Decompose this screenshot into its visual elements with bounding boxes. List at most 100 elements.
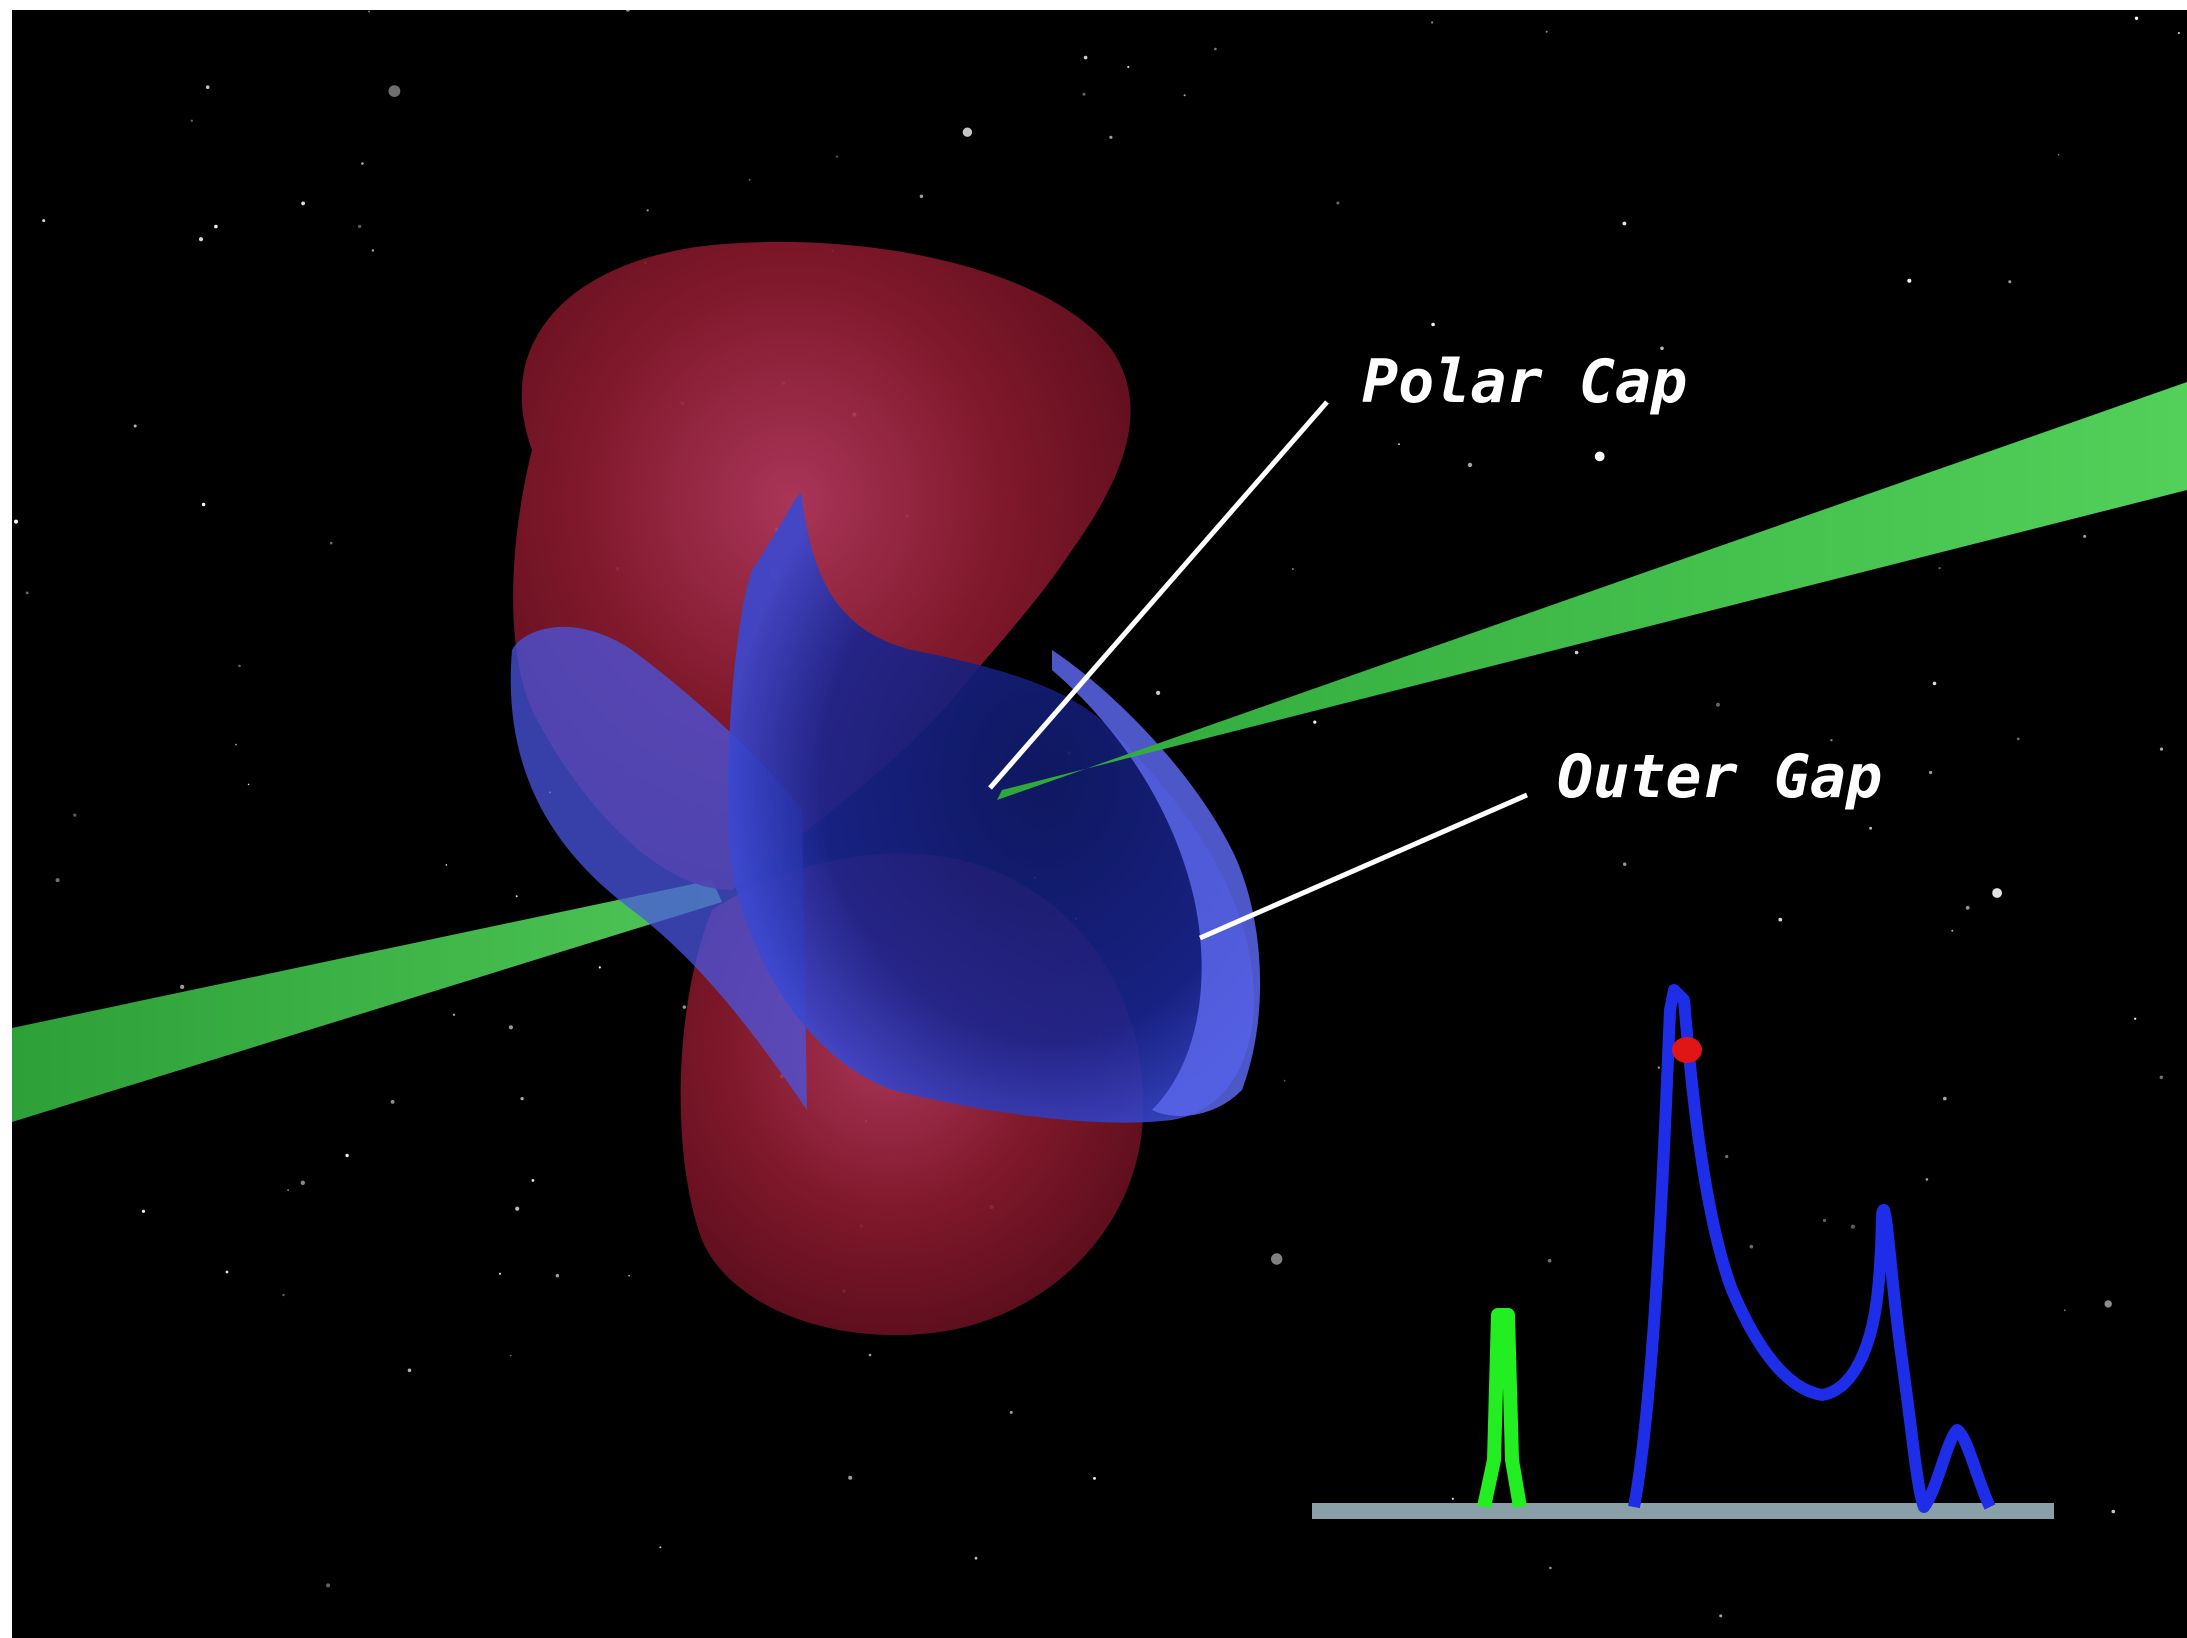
star bbox=[198, 237, 204, 242]
pulse-profile-inset bbox=[1312, 984, 2054, 1519]
star bbox=[2008, 280, 2012, 284]
star bbox=[835, 155, 839, 158]
outer-gap-surface-front bbox=[728, 493, 1254, 1123]
star bbox=[1725, 1155, 1729, 1159]
star bbox=[282, 1293, 285, 1297]
star bbox=[848, 1475, 853, 1480]
star bbox=[1214, 47, 1217, 51]
star bbox=[1822, 1218, 1827, 1222]
star bbox=[1183, 94, 1186, 97]
star bbox=[205, 85, 210, 89]
star bbox=[55, 878, 60, 883]
emission-beam-right bbox=[997, 382, 2187, 800]
star bbox=[329, 541, 333, 545]
star bbox=[646, 209, 649, 212]
star bbox=[1109, 135, 1113, 139]
star bbox=[1398, 443, 1400, 445]
star bbox=[509, 1354, 512, 1357]
star bbox=[357, 224, 362, 229]
star bbox=[626, 10, 630, 12]
star bbox=[1545, 30, 1548, 33]
star bbox=[1574, 650, 1579, 655]
star bbox=[1943, 1096, 1947, 1101]
star bbox=[598, 966, 601, 969]
star bbox=[1907, 278, 1912, 283]
star bbox=[371, 249, 375, 252]
star bbox=[235, 743, 237, 746]
outer-gap-rim bbox=[1052, 650, 1261, 1116]
polar-cap-label: Polar Cap bbox=[1362, 347, 1687, 417]
star bbox=[1657, 1066, 1660, 1069]
star bbox=[1869, 826, 1872, 830]
star bbox=[141, 1209, 146, 1213]
emission-beam-left bbox=[12, 880, 722, 1122]
star bbox=[555, 1274, 560, 1278]
star bbox=[1938, 567, 1941, 570]
star bbox=[1451, 1497, 1454, 1500]
star bbox=[1749, 1244, 1754, 1249]
star bbox=[25, 591, 29, 595]
star bbox=[2177, 31, 2180, 35]
star bbox=[1929, 770, 1933, 775]
star bbox=[498, 1272, 502, 1275]
star bbox=[445, 864, 448, 866]
star bbox=[390, 1100, 395, 1104]
star bbox=[407, 1368, 412, 1373]
star bbox=[515, 895, 518, 898]
star bbox=[2111, 1509, 2116, 1514]
red-dot-icon bbox=[1672, 1037, 1702, 1063]
star bbox=[73, 813, 77, 817]
star bbox=[1083, 55, 1088, 60]
green-pulse-profile bbox=[1477, 1308, 1527, 1509]
star bbox=[2063, 1309, 2066, 1312]
star bbox=[628, 1274, 631, 1277]
star bbox=[214, 224, 218, 229]
star bbox=[1660, 346, 1664, 351]
star bbox=[287, 1189, 289, 1191]
star bbox=[1951, 929, 1954, 932]
star bbox=[133, 424, 137, 428]
star bbox=[1992, 888, 2002, 898]
outer-gap-label: Outer Gap bbox=[1557, 742, 1882, 812]
star bbox=[682, 1005, 686, 1009]
star bbox=[1431, 322, 1435, 327]
star bbox=[1932, 681, 1937, 686]
star bbox=[2083, 534, 2087, 538]
star bbox=[2134, 16, 2139, 20]
star bbox=[2159, 1075, 2163, 1080]
star bbox=[974, 1556, 978, 1560]
star bbox=[2159, 747, 2164, 751]
star bbox=[962, 127, 973, 137]
star bbox=[1093, 1477, 1096, 1480]
star bbox=[238, 664, 241, 668]
star bbox=[531, 1179, 535, 1182]
star bbox=[1467, 462, 1473, 468]
star bbox=[225, 1270, 229, 1274]
star bbox=[1965, 905, 1970, 910]
star bbox=[42, 219, 46, 223]
star bbox=[1623, 862, 1627, 866]
diagram-canvas: Polar Cap Outer Gap bbox=[12, 10, 2187, 1618]
star bbox=[2016, 737, 2020, 741]
pulsar-diagram: Polar Cap Outer Gap bbox=[12, 10, 2187, 1638]
star bbox=[748, 178, 751, 181]
star bbox=[301, 201, 305, 206]
star bbox=[368, 10, 370, 13]
star bbox=[300, 1180, 305, 1186]
star bbox=[326, 1583, 331, 1588]
star bbox=[1716, 702, 1720, 707]
star bbox=[1594, 451, 1605, 462]
star bbox=[345, 1153, 349, 1158]
star bbox=[452, 1013, 456, 1016]
star bbox=[2057, 153, 2060, 156]
star bbox=[1547, 1258, 1552, 1263]
star bbox=[247, 783, 250, 786]
star bbox=[201, 502, 206, 507]
star bbox=[1009, 1410, 1013, 1414]
star bbox=[508, 1025, 513, 1030]
star bbox=[1431, 21, 1434, 24]
star bbox=[1283, 1079, 1286, 1082]
star bbox=[180, 984, 185, 990]
star bbox=[1313, 720, 1317, 724]
star bbox=[1127, 65, 1130, 69]
